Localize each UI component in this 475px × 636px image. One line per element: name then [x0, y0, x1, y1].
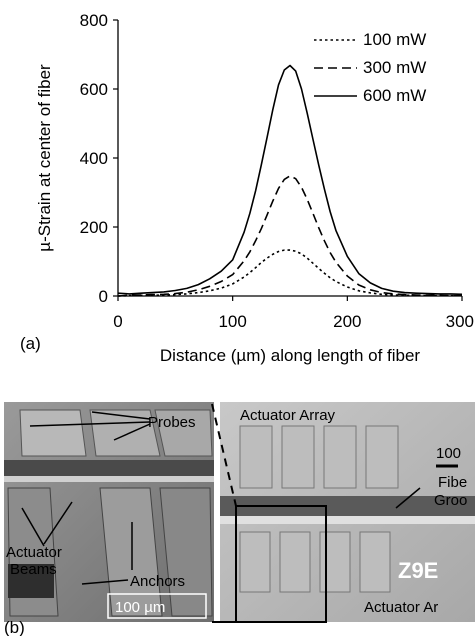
actuator-beams-label-2: Beams [10, 561, 57, 578]
left-scale-bar-label: 100 µm [115, 599, 165, 616]
actuator-array-bottom-label: Actuator Ar [364, 599, 438, 616]
y-tick-label: 200 [80, 218, 108, 237]
y-tick-label: 600 [80, 80, 108, 99]
series-line-100-mw [117, 249, 462, 297]
y-tick-group: 0 200 400 600 800 [80, 11, 118, 306]
series-group [117, 64, 463, 297]
legend: 100 mW 300 mW 600 mW [314, 30, 426, 105]
y-axis-label: µ-Strain at center of fiber [35, 64, 54, 252]
x-tick-label: 200 [333, 312, 361, 331]
right-scale-bar-label: 100 [436, 445, 461, 462]
fiber-groove-label-1: Fibe [438, 474, 467, 491]
anchors-label: Anchors [130, 573, 185, 590]
x-axis-label: Distance (µm) along length of fiber [160, 346, 421, 365]
strain-chart: 0 200 400 600 800 0 100 200 300 100 mW 300 mW 600… [20, 11, 474, 365]
panel-label-a: (a) [20, 334, 41, 353]
sem-right-panel: Actuator Array 100 Fibe Groo Z9E Actuato… [211, 402, 475, 623]
probes-label: Probes [148, 414, 196, 431]
y-tick-label: 400 [80, 149, 108, 168]
x-tick-label: 100 [218, 312, 246, 331]
sem-micrograph: Probes Actuator Beams Anchors 100 µm Act… [4, 402, 475, 636]
y-tick-label: 800 [80, 11, 108, 30]
fiber-groove-label-2: Groo [434, 492, 467, 509]
actuator-beams-label-1: Actuator [6, 544, 62, 561]
x-tick-label: 300 [446, 312, 474, 331]
panel-label-b: (b) [4, 618, 25, 636]
legend-label: 100 mW [363, 30, 426, 49]
series-line-600-mw [117, 64, 463, 296]
chip-marking-label: Z9E [398, 558, 438, 583]
actuator-array-top-label: Actuator Array [240, 407, 336, 424]
y-tick-label: 0 [99, 287, 108, 306]
sem-left-panel: Probes Actuator Beams Anchors 100 µm [4, 402, 214, 622]
legend-label: 600 mW [363, 86, 426, 105]
x-tick-label: 0 [113, 312, 122, 331]
x-tick-group: 0 100 200 300 [113, 296, 474, 331]
legend-label: 300 mW [363, 58, 426, 77]
series-line-300-mw [117, 175, 462, 297]
